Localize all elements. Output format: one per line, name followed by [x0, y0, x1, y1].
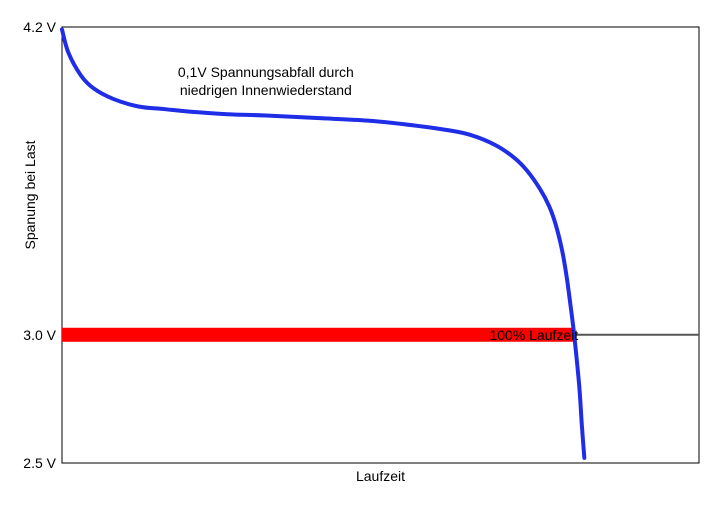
- annotations: 0,1V Spannungsabfall durch niedrigen Inne…: [178, 64, 578, 343]
- voltage-drop-annotation: 0,1V Spannungsabfall durch niedrigen Inne…: [178, 64, 354, 98]
- band-layer: [62, 327, 575, 342]
- y-tick-labels: 4.2 V 3.0 V 2.5 V: [23, 19, 56, 471]
- x-axis-label: Laufzeit: [356, 468, 405, 484]
- y-axis-label: Spanung bei Last: [22, 140, 38, 249]
- runtime-band: [62, 327, 575, 342]
- annotation-line: 0,1V Spannungsabfall durch: [178, 64, 354, 80]
- y-tick-label: 4.2 V: [23, 19, 56, 35]
- series-layer: [60, 27, 587, 460]
- discharge-curve-line: [60, 27, 587, 460]
- plot-frame: [61, 26, 700, 464]
- y-tick-label: 2.5 V: [23, 455, 56, 471]
- annotation-line: niedrigen Innenwiederstand: [180, 82, 352, 98]
- annotation-line: 100% Laufzeit: [489, 327, 578, 343]
- runtime-annotation: 100% Laufzeit: [489, 327, 578, 343]
- y-tick-label: 3.0 V: [23, 327, 56, 343]
